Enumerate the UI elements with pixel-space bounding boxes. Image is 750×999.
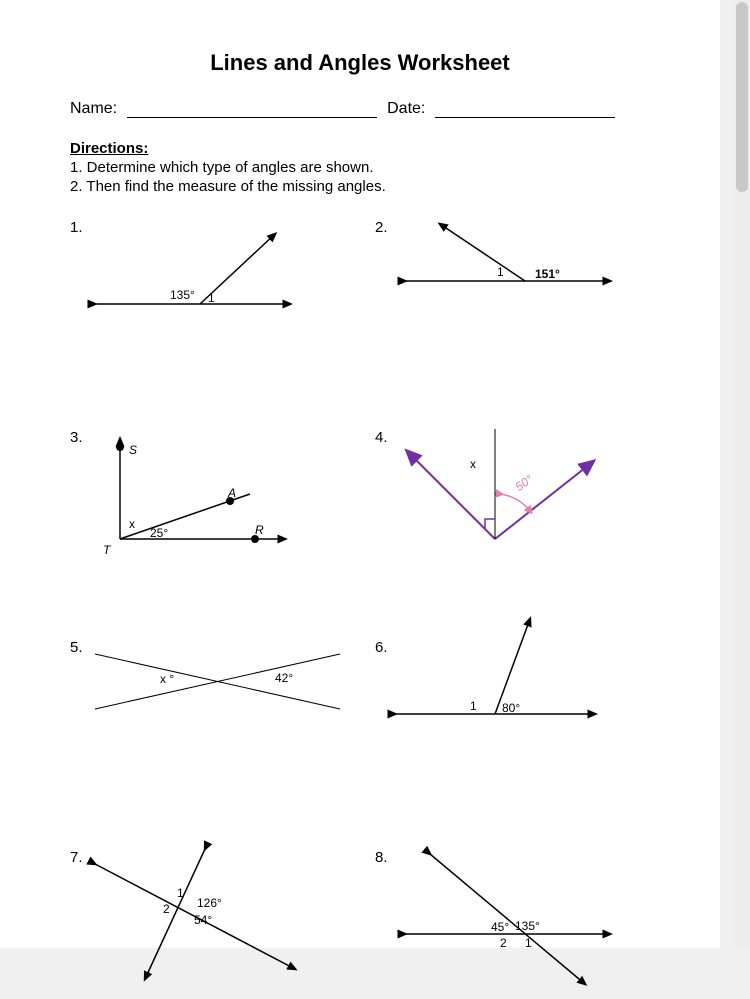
angle-54: 54° xyxy=(194,913,212,927)
angle-126: 126° xyxy=(197,896,222,910)
unknown-x: x xyxy=(129,517,135,531)
angle-135: 135° xyxy=(515,919,540,933)
scrollbar-track[interactable] xyxy=(734,0,750,948)
angle-label: 151° xyxy=(535,267,560,281)
problems-grid: 1. 135° 1 2. xyxy=(70,219,650,999)
point-R: R xyxy=(255,523,264,537)
directions-heading: Directions: xyxy=(70,140,650,157)
angle-label: 42° xyxy=(275,671,293,685)
page-title: Lines and Angles Worksheet xyxy=(70,50,650,76)
problem-3: 3. S A R T x 25° xyxy=(70,429,345,579)
unknown-2: 2 xyxy=(163,902,170,916)
angle-45: 45° xyxy=(491,920,509,934)
date-label: Date: xyxy=(387,100,425,118)
problem-2: 2. 1 151° xyxy=(375,219,650,369)
name-label: Name: xyxy=(70,100,117,118)
angle-label: 25° xyxy=(150,526,168,540)
unknown-label: 1 xyxy=(497,265,504,279)
problem-number: 4. xyxy=(375,429,388,446)
unknown-label: 1 xyxy=(470,699,477,713)
name-blank[interactable] xyxy=(127,100,377,118)
point-S: S xyxy=(129,443,137,457)
problem-number: 3. xyxy=(70,429,83,446)
date-blank[interactable] xyxy=(435,100,615,118)
unknown-x: x ° xyxy=(160,672,174,686)
angle-label: 135° xyxy=(170,288,195,302)
problem-5: 5. x ° 42° xyxy=(70,639,345,789)
problem-1: 1. 135° 1 xyxy=(70,219,345,369)
viewport: Lines and Angles Worksheet Name: Date: D… xyxy=(0,0,750,948)
problem-8: 8. 45° 135° 1 2 xyxy=(375,849,650,999)
unknown-1: 1 xyxy=(177,886,184,900)
problem-7: 7. 1 2 126° 54° xyxy=(70,849,345,999)
angle-label: 80° xyxy=(502,701,520,715)
directions-line-1: 1. Determine which type of angles are sh… xyxy=(70,159,650,176)
unknown-label: 1 xyxy=(208,291,215,305)
header-fields: Name: Date: xyxy=(70,100,650,118)
problem-6: 6. 1 80° xyxy=(375,639,650,789)
directions-line-2: 2. Then find the measure of the missing … xyxy=(70,178,650,195)
problem-4: 4. xyxy=(375,429,650,579)
point-T: T xyxy=(103,543,110,557)
unknown-x: x xyxy=(470,457,476,471)
scrollbar-thumb[interactable] xyxy=(736,2,748,192)
worksheet-page: Lines and Angles Worksheet Name: Date: D… xyxy=(0,0,720,948)
point-A: A xyxy=(228,486,236,500)
